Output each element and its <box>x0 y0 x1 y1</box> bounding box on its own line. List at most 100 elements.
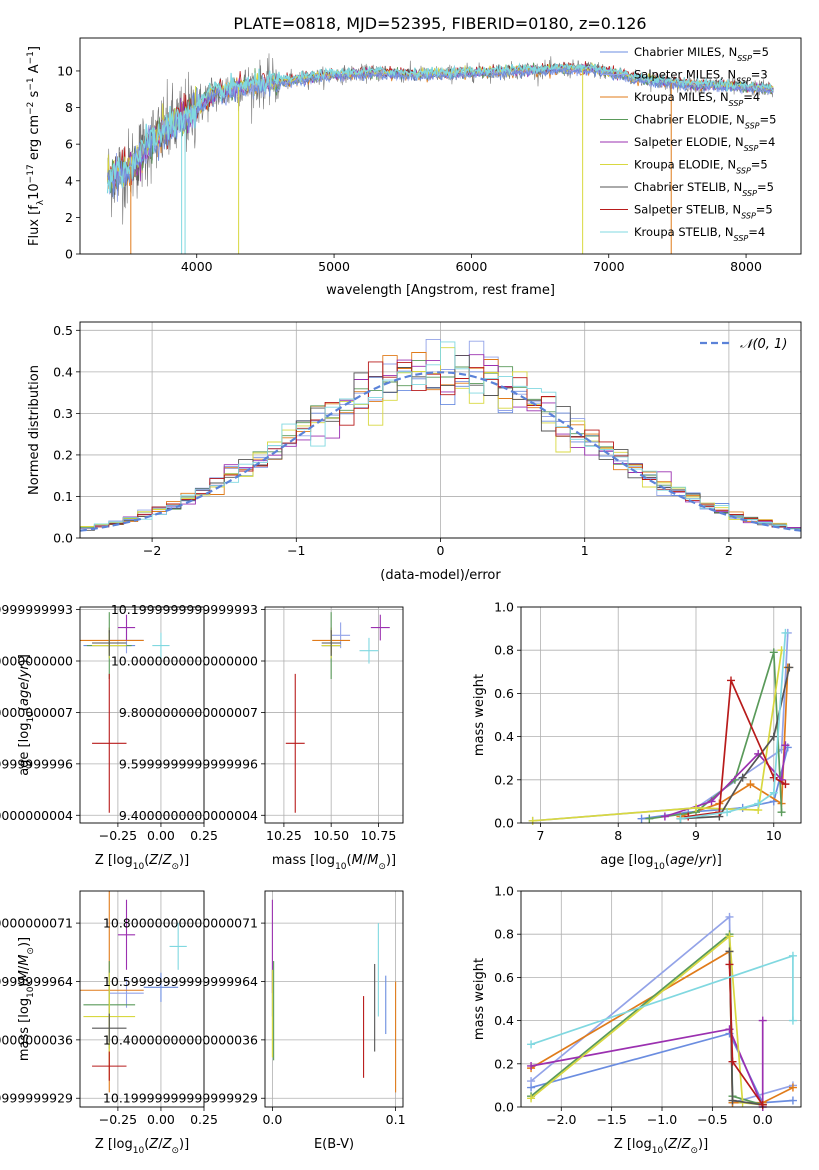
mw_vs_Z-marker <box>728 1057 737 1066</box>
age_vs_mass-ytick-label: 9.4000000000000004 <box>119 808 258 823</box>
mass-vs-ebv-xlabel: E(B-V) <box>314 1137 354 1152</box>
residuals-xtick-label: 0 <box>437 543 445 558</box>
mw_vs_age-marker <box>769 773 778 782</box>
mass_vs_EBV-xtick-label: 0.1 <box>386 1112 406 1127</box>
mw_vs_Z-marker <box>758 1100 767 1109</box>
residual-histogram-0 <box>80 371 801 530</box>
spectrum-legend-text: Salpeter ELODIE, N <box>634 135 744 149</box>
spectrum-legend-sub: SSP <box>737 54 752 63</box>
mass-vs-z-xlabel: Z [log10(Z/Z⊙)] <box>95 1137 189 1156</box>
mw-vs-age-ylabel: mass weight <box>472 674 487 756</box>
mw-vs-z-xlabel: Z [log10(Z/Z⊙)] <box>614 1137 708 1156</box>
spectrum-ylabel-main: Flux [f <box>27 205 42 246</box>
mass_vs_Z-ytick-label: 10.59999999999999964 <box>0 974 73 989</box>
mw_vs_Z-marker <box>728 1096 737 1105</box>
residual-xlabel: (data-model)/error <box>380 568 501 583</box>
spectrum-xtick-label: 4000 <box>181 259 213 274</box>
mass_vs_EBV-ytick-label: 10.40000000000000036 <box>103 1032 258 1047</box>
mw_vs_age-marker <box>528 816 537 825</box>
mw_vs_Z-marker <box>725 912 734 921</box>
spectrum-legend-entry: Kroupa MILES, NSSP=4 <box>634 90 760 108</box>
mass_vs_Z-xtick-label: 0.25 <box>190 1112 218 1127</box>
mw_vs_age-marker <box>769 788 778 797</box>
spectrum-legend-sub: SSP <box>736 76 751 85</box>
spectrum-legend-post: =5 <box>757 180 774 194</box>
spectrum-xtick-label: 8000 <box>730 259 762 274</box>
spectrum-xtick-label: 7000 <box>593 259 625 274</box>
mass_vs_EBV-xtick-label: 0.0 <box>262 1112 282 1127</box>
mass_vs_Z-ytick-label: 10.19999999999999929 <box>0 1091 73 1106</box>
residuals-ytick-label: 0.1 <box>53 489 73 504</box>
age_vs_Z-axes: −0.25 0.00 0.25 9.4000000000000004 9.5999999… <box>0 602 218 843</box>
mw_vs_Z-ytick-label: 1.0 <box>494 884 514 899</box>
spectrum-legend-sub: SSP <box>745 121 760 130</box>
spectrum-legend-entry: Chabrier ELODIE, NSSP=5 <box>634 113 776 131</box>
spectrum-legend-text: Salpeter MILES, N <box>634 68 736 82</box>
mass_vs_EBV-ytick-label: 10.80000000000000071 <box>103 916 258 931</box>
residuals-axes: −2 −1 0 1 2 0.0 0.1 0.2 0.3 0.4 0.5 <box>53 322 801 558</box>
age_vs_Z-xtick-label: 0.25 <box>190 828 218 843</box>
spectrum-frame <box>79 37 802 255</box>
spectrum-legend-entry: Salpeter MILES, NSSP=3 <box>634 68 768 86</box>
mw_vs_age-axes: 7 8 9 10 0.0 0.2 0.4 0.6 0.8 1.0 <box>494 600 801 843</box>
mw_vs_age-xtick-label: 7 <box>536 828 544 843</box>
spectrum-xtick-label: 6000 <box>455 259 487 274</box>
mw-vs-age-ylabel-main: mass weight <box>472 674 487 756</box>
mw-vs-age-xlabel-main: age [log <box>600 853 653 868</box>
residuals-xtick-label: −2 <box>143 543 161 558</box>
age_vs_Z-ytick-label: 10.1999999999999993 <box>0 602 73 617</box>
spectrum-ytick-label: 10 <box>57 63 73 78</box>
mw_vs_Z-axes: −2.0 −1.5 −1.0 −0.5 0.0 0.0 0.2 0.4 0.6 0.8 1.0 <box>494 884 801 1127</box>
residuals-xtick-label: 1 <box>581 543 589 558</box>
residual-ylabel: Normed distribution <box>27 365 42 495</box>
mw_vs_Z-marker <box>725 947 734 956</box>
mw_vs_Z-marker <box>725 960 734 969</box>
mw-vs-z-ylabel-main: mass weight <box>472 958 487 1040</box>
spectrum-ylabel: Flux [fλ10−17 erg cm−2 s−1 A−1] <box>26 46 46 246</box>
age_vs_mass-xtick-label: 10.25 <box>266 828 302 843</box>
mw_vs_Z-xtick-label: −0.5 <box>697 1112 727 1127</box>
spectrum-legend-sub: SSP <box>741 211 756 220</box>
mass_vs_EBV-ytick-label: 10.19999999999999929 <box>103 1091 258 1106</box>
mw_vs_age-marker <box>777 808 786 817</box>
spectrum-model-line-0 <box>107 65 774 198</box>
mw_vs_age-xtick-label: 9 <box>692 828 700 843</box>
spectrum-ytick-label: 0 <box>65 247 73 262</box>
spectrum-legend-entry: Salpeter STELIB, NSSP=5 <box>634 203 773 221</box>
mw_vs_age-marker <box>723 808 732 817</box>
spectrum-legend-text: Kroupa STELIB, N <box>634 225 734 239</box>
spectrum-legend-post: =3 <box>751 68 768 82</box>
spectrum-legend-sub: SSP <box>744 144 759 153</box>
age_vs_mass-frame <box>264 606 404 824</box>
residuals-ytick-label: 0.3 <box>53 406 73 421</box>
mw-vs-age-xlabel: age [log10(age/yr)] <box>600 853 722 872</box>
mw_vs_age-marker <box>785 663 794 672</box>
spectrum-legend-text: Chabrier MILES, N <box>634 45 737 59</box>
spectrum-legend-text: Kroupa MILES, N <box>634 90 729 104</box>
age-vs-z-ylabel-main: age [log <box>17 723 32 776</box>
age-vs-z-xlabel: Z [log10(Z/Z⊙)] <box>95 853 189 872</box>
mass_vs_Z-frame <box>79 890 205 1108</box>
mw_vs_age-marker <box>781 780 790 789</box>
mw_vs_age-marker <box>660 812 669 821</box>
spectrum-legend-text: Kroupa ELODIE, N <box>634 158 736 172</box>
mass-vs-z-ylabel-main: mass [log <box>17 998 32 1061</box>
mass_vs_EBV-points <box>271 899 397 1093</box>
age_vs_Z-ytick-label: 9.5999999999999996 <box>0 756 73 771</box>
mw_vs_age-ytick-label: 0.2 <box>494 772 514 787</box>
age_vs_Z-xtick-label: −0.25 <box>99 828 137 843</box>
mw_vs_Z-series-4 <box>530 1020 764 1108</box>
mw_vs_age-marker <box>645 814 654 823</box>
mw_vs_Z-xtick-label: −2.0 <box>546 1112 576 1127</box>
mw_vs_Z-ytick-label: 0.6 <box>494 970 514 985</box>
mass_vs_Z-xtick-label: −0.25 <box>99 1112 137 1127</box>
mass-vs-z-xlabel-main: Z [log <box>95 1137 133 1152</box>
spectrum-legend-post: =4 <box>748 225 765 239</box>
spectrum-legend-post: =5 <box>760 113 777 127</box>
mass_vs_EBV-axes: 0.0 0.1 10.19999999999999929 10.40000000000… <box>103 891 406 1127</box>
spectrum-legend-text: Chabrier ELODIE, N <box>634 113 745 127</box>
spectrum-legend-post: =4 <box>758 135 775 149</box>
age_vs_Z-ytick-label: 10.0000000000000000 <box>0 654 73 669</box>
